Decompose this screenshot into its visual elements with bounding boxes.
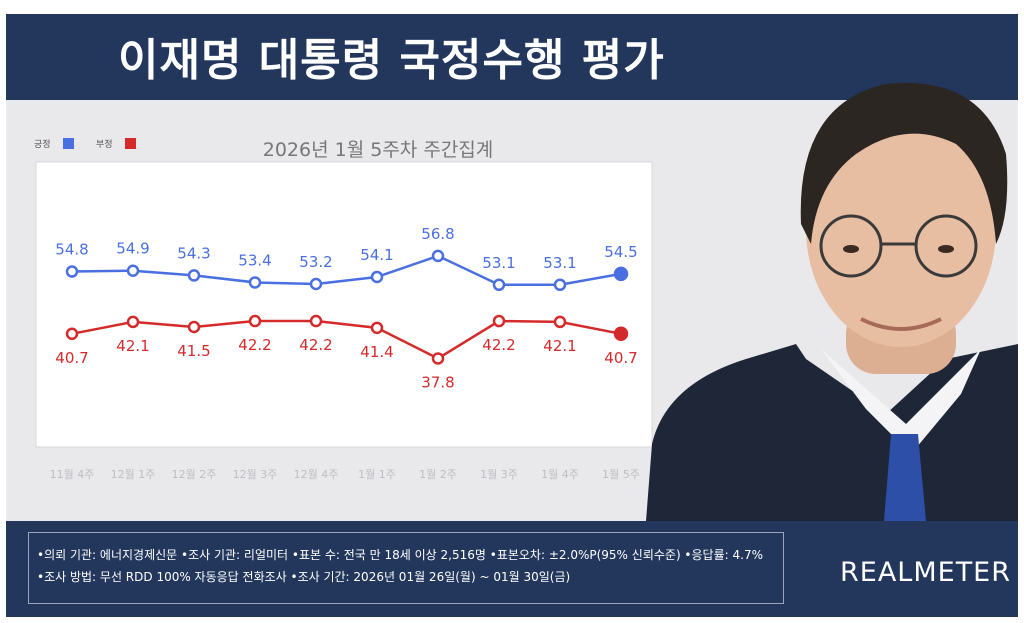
portrait-mouth [860,317,942,331]
data-label: 42.1 [543,337,576,355]
data-point [431,249,445,263]
chart-title: 2026년 1월 5주차 주간집계 [263,139,494,161]
data-point [187,269,201,282]
data-point [126,315,140,329]
data-label: 54.8 [55,241,88,259]
data-point [65,265,79,278]
survey-info-line-2: •조사 방법: 무선 RDD 100% 자동응답 전화조사 •조사 기간: 20… [37,570,571,584]
data-label: 53.1 [482,254,515,272]
x-tick-label: 1월 2주 [419,468,457,481]
legend-swatch-positive [63,138,74,149]
data-label: 54.5 [604,243,637,261]
data-point [187,320,201,334]
infographic: 이재명 대통령 국정수행 평가 긍정 부정 2026년 1월 5주차 주간집계 … [6,14,1018,617]
portrait-face [806,111,996,347]
data-label: 54.3 [177,244,210,262]
legend-label-negative: 부정 [96,139,113,150]
data-point [309,277,323,291]
data-label: 42.2 [299,336,332,354]
survey-info-box: •의뢰 기관: 에너지경제신문 •조사 기관: 리얼미터 •표본 수: 전국 만… [28,532,784,604]
data-point [309,314,323,328]
x-tick-label: 12월 1주 [111,468,156,481]
data-label: 54.9 [116,240,149,258]
x-tick-label: 12월 3주 [233,468,278,481]
data-label: 54.1 [360,246,393,264]
x-tick-label: 11월 4주 [50,468,95,481]
x-tick-label: 1월 4주 [541,468,579,481]
data-point [65,327,79,341]
portrait-shirt [821,349,981,454]
data-point [248,314,262,328]
data-label: 40.7 [604,349,637,367]
data-label: 42.2 [238,336,271,354]
data-point [370,270,384,284]
x-tick-label: 1월 1주 [358,468,396,481]
page-title: 이재명 대통령 국정수행 평가 [118,35,665,86]
portrait-hair [800,82,1008,244]
data-point [126,264,140,277]
plot-area [35,161,653,448]
data-label: 37.8 [421,373,454,391]
data-point [248,276,262,289]
data-label: 41.4 [360,343,393,361]
brand-logo: REALMETER [840,557,1011,588]
data-point [613,266,629,282]
legend-swatch-negative [125,138,136,149]
portrait-image [646,82,1018,521]
data-label: 42.2 [482,336,515,354]
data-label: 53.2 [299,253,332,271]
x-tick-label: 12월 4주 [294,468,339,481]
data-label: 42.1 [116,337,149,355]
series-line-negative [71,319,622,360]
approval-line-chart: 긍정 부정 2026년 1월 5주차 주간집계 54.8 54.9 54.3 53.4… [34,82,1018,521]
data-point [492,314,506,328]
footer-bar: •의뢰 기관: 에너지경제신문 •조사 기관: 리얼미터 •표본 수: 전국 만… [6,521,1018,617]
data-point [370,321,384,335]
portrait-glasses-right [914,214,978,278]
legend-label-positive: 긍정 [34,139,51,150]
series-line-positive [71,254,622,287]
x-tick-label: 12월 2주 [172,468,217,481]
portrait-glasses-left [819,214,883,278]
x-tick-label: 1월 3주 [480,468,518,481]
survey-info-line-1: •의뢰 기관: 에너지경제신문 •조사 기관: 리얼미터 •표본 수: 전국 만… [37,548,763,562]
data-point [553,278,567,292]
portrait-suit [646,344,1018,521]
data-point [431,352,445,365]
data-label: 56.8 [421,225,454,243]
portrait-tie [884,434,926,521]
data-label: 40.7 [55,349,88,367]
data-label: 53.4 [238,251,271,269]
x-tick-label: 1월 5주 [602,468,640,481]
data-label: 41.5 [177,342,210,360]
data-point [613,326,629,342]
data-point [492,278,506,292]
header-bar: 이재명 대통령 국정수행 평가 [6,14,1018,100]
data-point [553,315,567,329]
data-label: 53.1 [543,254,576,272]
